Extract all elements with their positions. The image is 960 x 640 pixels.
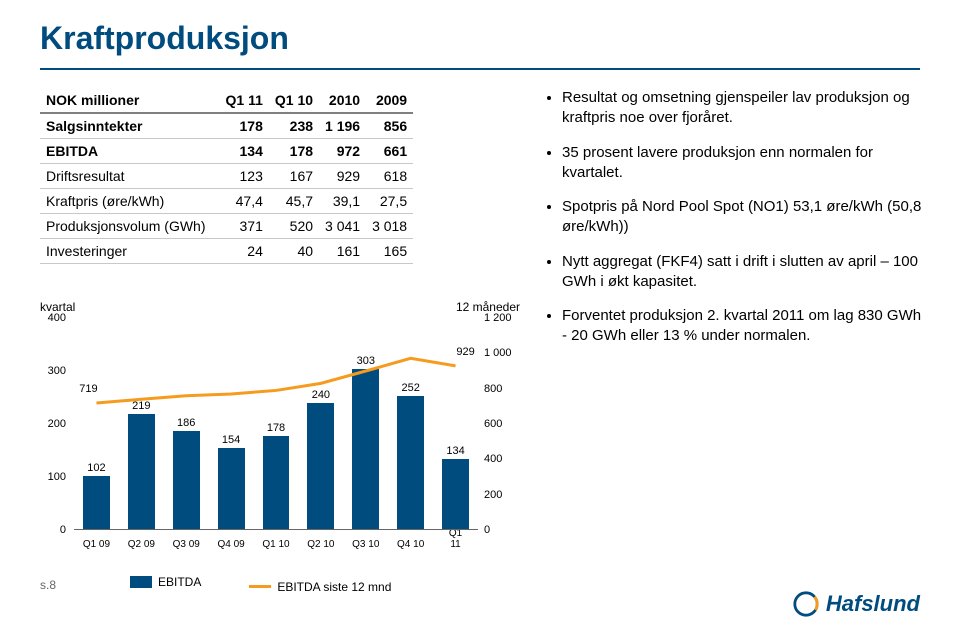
x-tick-label: Q1 10 [262,539,289,550]
bullet-item: Nytt aggregat (FKF4) satt i drift i slut… [562,252,930,293]
table-header: 2010 [319,88,366,113]
y-tick-left: 0 [40,524,66,536]
x-tick-label: Q3 10 [352,539,379,550]
bullet-item: Forventet produksjon 2. kvartal 2011 om … [562,306,930,347]
table-row: Driftsresultat123167929618 [40,164,413,189]
ebitda-chart: kvartal 12 måneder 102Q1 09219Q2 09186Q3… [40,300,520,560]
title-underline [40,68,920,70]
table-row: Salgsinntekter1782381 196856 [40,113,413,139]
financial-table: NOK millionerQ1 11Q1 1020102009Salgsinnt… [40,88,413,264]
table-header: Q1 11 [220,88,269,113]
legend-bar-icon [130,576,152,588]
y-tick-left: 200 [40,418,66,430]
table-row: Investeringer2440161165 [40,239,413,264]
legend-label: EBITDA [158,575,201,589]
line-series [74,318,478,530]
y-tick-left: 100 [40,471,66,483]
y-tick-right: 600 [484,418,520,430]
bullet-item: 35 prosent lavere produksjon enn normale… [562,143,930,184]
x-tick-label: Q1 09 [83,539,110,550]
page-number: s.8 [40,578,56,592]
table-row: EBITDA134178972661 [40,139,413,164]
legend-item: EBITDA siste 12 mnd [249,580,415,594]
logo-mark-icon [792,590,820,618]
table-row: Kraftpris (øre/kWh)47,445,739,127,5 [40,189,413,214]
x-tick-label: Q3 09 [173,539,200,550]
x-tick-label: Q2 09 [128,539,155,550]
table-header: Q1 10 [269,88,319,113]
line-value-label: 929 [456,346,474,358]
y-tick-right: 1 000 [484,347,520,359]
table-row: Produksjonsvolum (GWh)3715203 0413 018 [40,214,413,239]
chart-legend: EBITDA EBITDA siste 12 mnd [130,575,439,594]
x-tick-label: Q1 11 [444,528,466,550]
y-tick-right: 400 [484,453,520,465]
bullet-item: Resultat og omsetning gjenspeiler lav pr… [562,88,930,129]
line-value-label: 719 [79,383,97,395]
legend-line-icon [249,585,271,588]
logo-text: Hafslund [826,591,920,617]
y-tick-left: 300 [40,365,66,377]
x-tick-label: Q2 10 [307,539,334,550]
y-tick-right: 200 [484,489,520,501]
x-axis-line [74,529,478,530]
legend-label: EBITDA siste 12 mnd [277,580,391,594]
table-header: 2009 [366,88,413,113]
hafslund-logo: Hafslund [792,590,920,618]
bullet-item: Spotpris på Nord Pool Spot (NO1) 53,1 ør… [562,197,930,238]
x-tick-label: Q4 10 [397,539,424,550]
y-tick-right: 800 [484,383,520,395]
y-tick-right: 1 200 [484,312,520,324]
page-title: Kraftproduksjon [40,20,289,57]
table-header: NOK millioner [40,88,220,113]
y-tick-right: 0 [484,524,520,536]
legend-item: EBITDA [130,575,225,589]
commentary-bullets: Resultat og omsetning gjenspeiler lav pr… [544,88,930,361]
x-tick-label: Q4 09 [217,539,244,550]
y-tick-left: 400 [40,312,66,324]
